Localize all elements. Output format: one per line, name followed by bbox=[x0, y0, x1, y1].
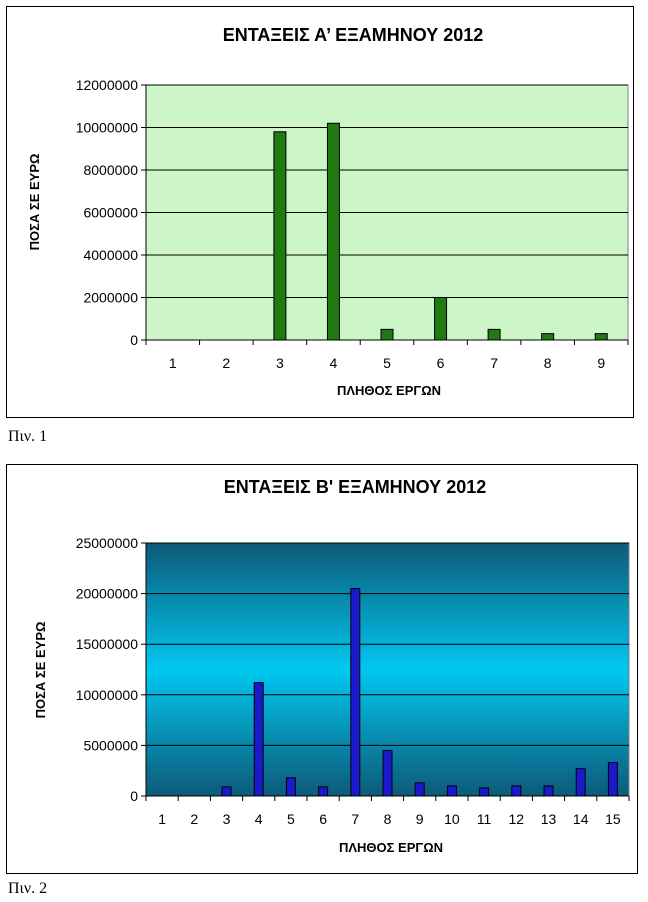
x-tick-label: 7 bbox=[351, 811, 359, 827]
bar bbox=[594, 333, 608, 341]
bar bbox=[221, 786, 232, 797]
chart-title: ΕΝΤΑΞΕΙΣ Α’ ΕΞΑΜΗΝΟΥ 2012 bbox=[223, 25, 484, 45]
x-tick-label: 10 bbox=[444, 811, 460, 827]
x-tick-label: 1 bbox=[169, 355, 177, 371]
x-tick-label: 12 bbox=[509, 811, 525, 827]
y-tick-label: 8000000 bbox=[83, 162, 138, 178]
caption-1: Πιν. 1 bbox=[8, 428, 48, 445]
y-tick-label: 20000000 bbox=[76, 586, 139, 602]
y-tick-label: 12000000 bbox=[76, 77, 139, 93]
y-tick-label: 4000000 bbox=[83, 247, 138, 263]
chart-2: 0 5000000 10000000 15000000 20000000 25000000… bbox=[6, 464, 638, 874]
y-ticks-1: 0 2000000 4000000 6000000 8000000 10000000 120… bbox=[76, 77, 147, 348]
y-tick-label: 0 bbox=[130, 332, 138, 348]
bar bbox=[541, 333, 555, 341]
bar bbox=[273, 131, 287, 341]
bars-1 bbox=[273, 122, 608, 341]
x-tick-label: 8 bbox=[384, 811, 392, 827]
x-tick-label: 6 bbox=[319, 811, 327, 827]
gridlines-1 bbox=[146, 84, 628, 298]
x-tick-label: 5 bbox=[383, 355, 391, 371]
chart-1: 0 2000000 4000000 6000000 8000000 10000000 120… bbox=[6, 6, 634, 418]
x-tick-label: 1 bbox=[158, 811, 166, 827]
bar bbox=[414, 782, 425, 797]
caption-2: Πιν. 2 bbox=[8, 880, 48, 897]
y-tick-label: 5000000 bbox=[83, 737, 138, 753]
y-tick-label: 10000000 bbox=[76, 687, 139, 703]
bar bbox=[607, 762, 618, 797]
x-tick-label: 13 bbox=[541, 811, 557, 827]
bars-2 bbox=[221, 588, 618, 797]
bar bbox=[487, 328, 501, 341]
y-tick-label: 10000000 bbox=[76, 120, 139, 136]
x-axis-label: ΠΛΗΘΟΣ ΕΡΓΩΝ bbox=[339, 840, 443, 855]
bar bbox=[511, 785, 522, 797]
y-tick-label: 2000000 bbox=[83, 290, 138, 306]
x-tick-label: 15 bbox=[605, 811, 621, 827]
x-tick-label: 3 bbox=[276, 355, 284, 371]
bar bbox=[575, 768, 586, 797]
bar bbox=[350, 588, 361, 797]
gridlines-2 bbox=[146, 542, 629, 746]
chart-1-svg: 0 2000000 4000000 6000000 8000000 10000000 120… bbox=[27, 25, 629, 398]
x-tick-label: 7 bbox=[490, 355, 498, 371]
x-tick-label: 14 bbox=[573, 811, 589, 827]
bar bbox=[434, 297, 448, 341]
y-tick-label: 6000000 bbox=[83, 205, 138, 221]
y-axis-label: ΠΟΣΑ ΣΕ ΕΥΡΩ bbox=[27, 154, 42, 251]
y-tick-label: 0 bbox=[130, 788, 138, 804]
x-axis-label: ΠΛΗΘΟΣ ΕΡΓΩΝ bbox=[337, 383, 441, 398]
y-tick-label: 15000000 bbox=[76, 636, 139, 652]
y-tick-label: 25000000 bbox=[76, 535, 139, 551]
x-tick-label: 8 bbox=[544, 355, 552, 371]
chart-title: ΕΝΤΑΞΕΙΣ Β' ΕΞΑΜΗΝΟΥ 2012 bbox=[224, 477, 486, 497]
y-axis-label: ΠΟΣΑ ΣΕ ΕΥΡΩ bbox=[33, 622, 48, 719]
x-tick-label: 4 bbox=[255, 811, 263, 827]
bar bbox=[253, 682, 264, 797]
bar bbox=[479, 787, 490, 797]
x-tick-label: 9 bbox=[416, 811, 424, 827]
bar bbox=[543, 785, 554, 797]
x-ticks-1: 1 2 3 4 5 6 7 8 9 bbox=[145, 339, 629, 371]
bar bbox=[326, 122, 340, 341]
bar bbox=[382, 749, 393, 797]
x-tick-label: 6 bbox=[437, 355, 445, 371]
bar bbox=[318, 786, 329, 797]
x-tick-label: 11 bbox=[477, 811, 492, 827]
x-ticks-2: 1 2 3 4 5 6 7 8 9 10 11 12 13 14 15 bbox=[145, 795, 630, 827]
bar bbox=[285, 777, 296, 797]
x-tick-label: 2 bbox=[222, 355, 230, 371]
x-tick-label: 5 bbox=[287, 811, 295, 827]
bar bbox=[446, 785, 457, 797]
y-ticks-2: 0 5000000 10000000 15000000 20000000 25000000 bbox=[76, 535, 147, 804]
x-tick-label: 2 bbox=[190, 811, 198, 827]
x-tick-label: 9 bbox=[597, 355, 605, 371]
x-tick-label: 4 bbox=[330, 355, 338, 371]
bar bbox=[380, 328, 394, 341]
chart-2-svg: 0 5000000 10000000 15000000 20000000 25000000… bbox=[33, 477, 630, 855]
x-tick-label: 3 bbox=[223, 811, 231, 827]
